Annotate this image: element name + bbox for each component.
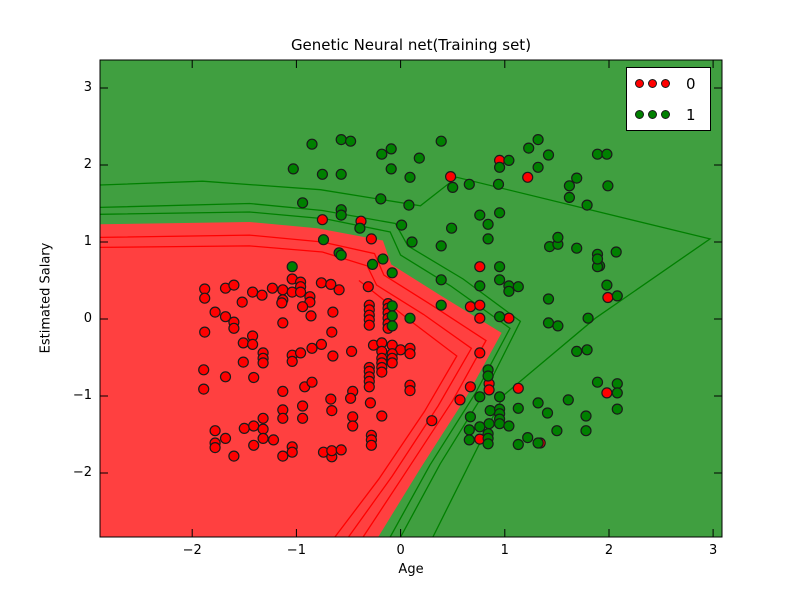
y-tick-label--2: −2 bbox=[72, 465, 92, 480]
axis-ticks bbox=[100, 60, 722, 537]
scatter-class-1 bbox=[286, 134, 623, 451]
y-tick-label--1: −1 bbox=[72, 388, 92, 404]
legend-marker-green-icon bbox=[635, 110, 644, 119]
x-tick-label--1: −1 bbox=[286, 543, 306, 558]
scatter-class-0 bbox=[198, 154, 614, 463]
y-tick-label-0: 0 bbox=[83, 311, 92, 327]
contour-lines-green bbox=[100, 176, 712, 537]
legend-marker-green-icon bbox=[648, 110, 657, 119]
legend-marker-red-icon bbox=[661, 79, 670, 88]
legend-marker-red-icon bbox=[648, 79, 657, 88]
x-tick-label-2: 2 bbox=[604, 543, 614, 558]
contour-lines-red bbox=[100, 234, 487, 537]
y-tick-label-1: 1 bbox=[83, 234, 92, 250]
legend-entry-class-1: 1 bbox=[627, 102, 710, 128]
y-tick-label-2: 2 bbox=[83, 157, 92, 173]
legend-label-0: 0 bbox=[686, 74, 696, 93]
x-tick-label-3: 3 bbox=[709, 543, 718, 558]
y-tick-label-3: 3 bbox=[83, 80, 92, 96]
legend: 0 1 bbox=[626, 67, 711, 131]
chart-title: Genetic Neural net(Training set) bbox=[290, 36, 532, 54]
legend-entry-class-0: 0 bbox=[627, 71, 710, 97]
x-tick-label--2: −2 bbox=[182, 543, 202, 558]
x-tick-label-1: 1 bbox=[500, 543, 509, 558]
legend-marker-green-icon bbox=[661, 110, 670, 119]
y-axis-label: Estimated Salary bbox=[38, 242, 54, 354]
x-tick-label-0: 0 bbox=[396, 543, 405, 558]
legend-label-1: 1 bbox=[686, 105, 696, 124]
x-axis-label: Age bbox=[398, 562, 424, 577]
plot-border bbox=[99, 59, 723, 538]
legend-marker-red-icon bbox=[635, 79, 644, 88]
